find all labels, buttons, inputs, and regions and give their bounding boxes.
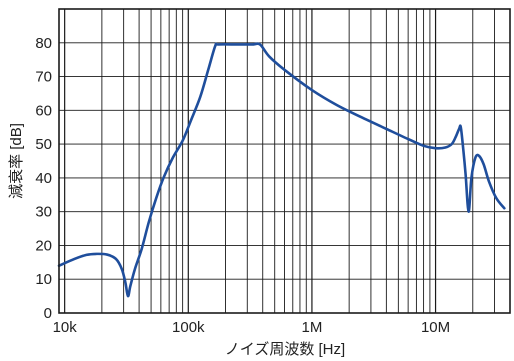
y-tick-label: 0 [44,305,52,322]
x-tick-label: 10k [53,319,78,336]
y-tick-labels: 0 10 20 30 40 50 60 70 80 [35,35,52,322]
x-axis-title: ノイズ周波数 [Hz] [225,341,345,358]
x-tick-label: 1M [302,319,323,336]
y-tick-label: 70 [35,69,52,86]
grid [59,9,510,313]
y-tick-label: 60 [35,102,52,119]
x-tick-labels: 10k 100k 1M 10M [53,319,451,336]
y-tick-label: 20 [35,237,52,254]
y-tick-label: 50 [35,136,52,153]
y-tick-label: 80 [35,35,52,52]
series-layer [57,42,506,298]
y-tick-label: 30 [35,204,52,221]
x-tick-label: 100k [172,319,205,336]
y-tick-label: 40 [35,170,52,187]
x-tick-label: 10M [421,319,450,336]
y-tick-label: 10 [35,271,52,288]
series-line [57,42,506,298]
y-axis-title: 減衰率 [dB] [8,123,25,199]
plot-frame [58,8,511,314]
